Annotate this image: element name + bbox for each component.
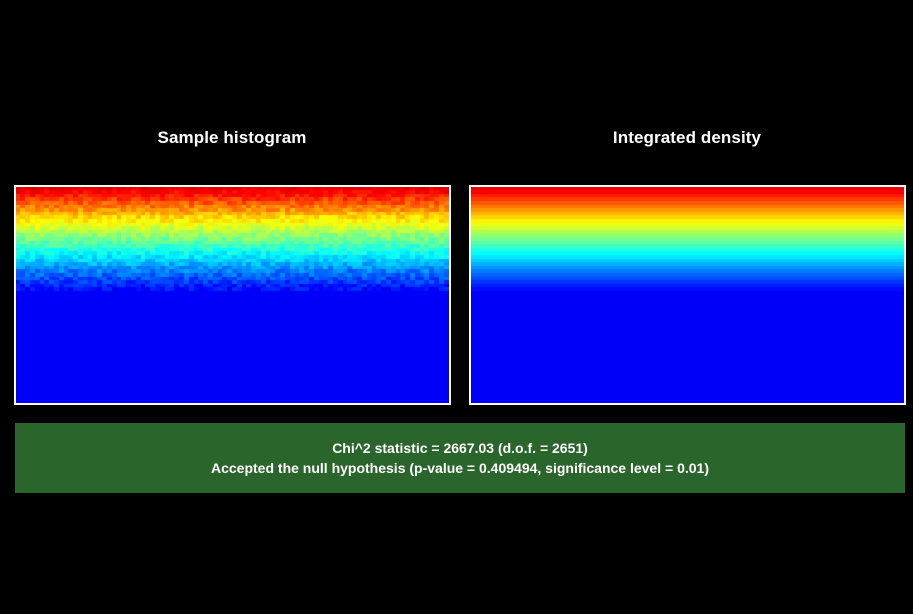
- sample-histogram-canvas: [16, 187, 449, 403]
- integrated-density-plot: [469, 185, 906, 405]
- sample-histogram-plot: [14, 185, 451, 405]
- chi-square-statistic-text: Chi^2 statistic = 2667.03 (d.o.f. = 2651…: [332, 440, 588, 456]
- integrated-density-title: Integrated density: [612, 128, 762, 147]
- hypothesis-result-text: Accepted the null hypothesis (p-value = …: [211, 460, 709, 476]
- integrated-density-canvas: [471, 187, 904, 403]
- sample-histogram-title: Sample histogram: [157, 128, 307, 147]
- test-result-banner: Chi^2 statistic = 2667.03 (d.o.f. = 2651…: [15, 423, 905, 493]
